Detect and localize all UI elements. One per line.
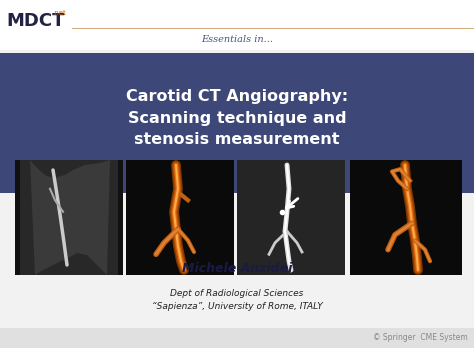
- FancyBboxPatch shape: [126, 160, 234, 275]
- Polygon shape: [20, 160, 118, 275]
- Text: Essentials in...: Essentials in...: [201, 35, 273, 44]
- FancyBboxPatch shape: [0, 328, 474, 348]
- Polygon shape: [237, 160, 345, 275]
- FancyBboxPatch shape: [15, 160, 123, 275]
- Text: © Springer  CME System: © Springer CME System: [373, 333, 468, 342]
- FancyBboxPatch shape: [0, 53, 474, 193]
- Text: Michele Anzidei: Michele Anzidei: [182, 262, 292, 276]
- Text: MDCT: MDCT: [6, 12, 64, 30]
- Polygon shape: [30, 160, 110, 275]
- Text: Dept of Radiological Sciences
“Sapienza”, University of Rome, ITALY: Dept of Radiological Sciences “Sapienza”…: [152, 289, 322, 311]
- Text: Carotid CT Angiography:
Scanning technique and
stenosis measurement: Carotid CT Angiography: Scanning techniq…: [126, 89, 348, 147]
- FancyBboxPatch shape: [0, 0, 474, 50]
- FancyBboxPatch shape: [237, 160, 345, 275]
- Text: .net: .net: [52, 10, 66, 16]
- FancyBboxPatch shape: [350, 160, 462, 275]
